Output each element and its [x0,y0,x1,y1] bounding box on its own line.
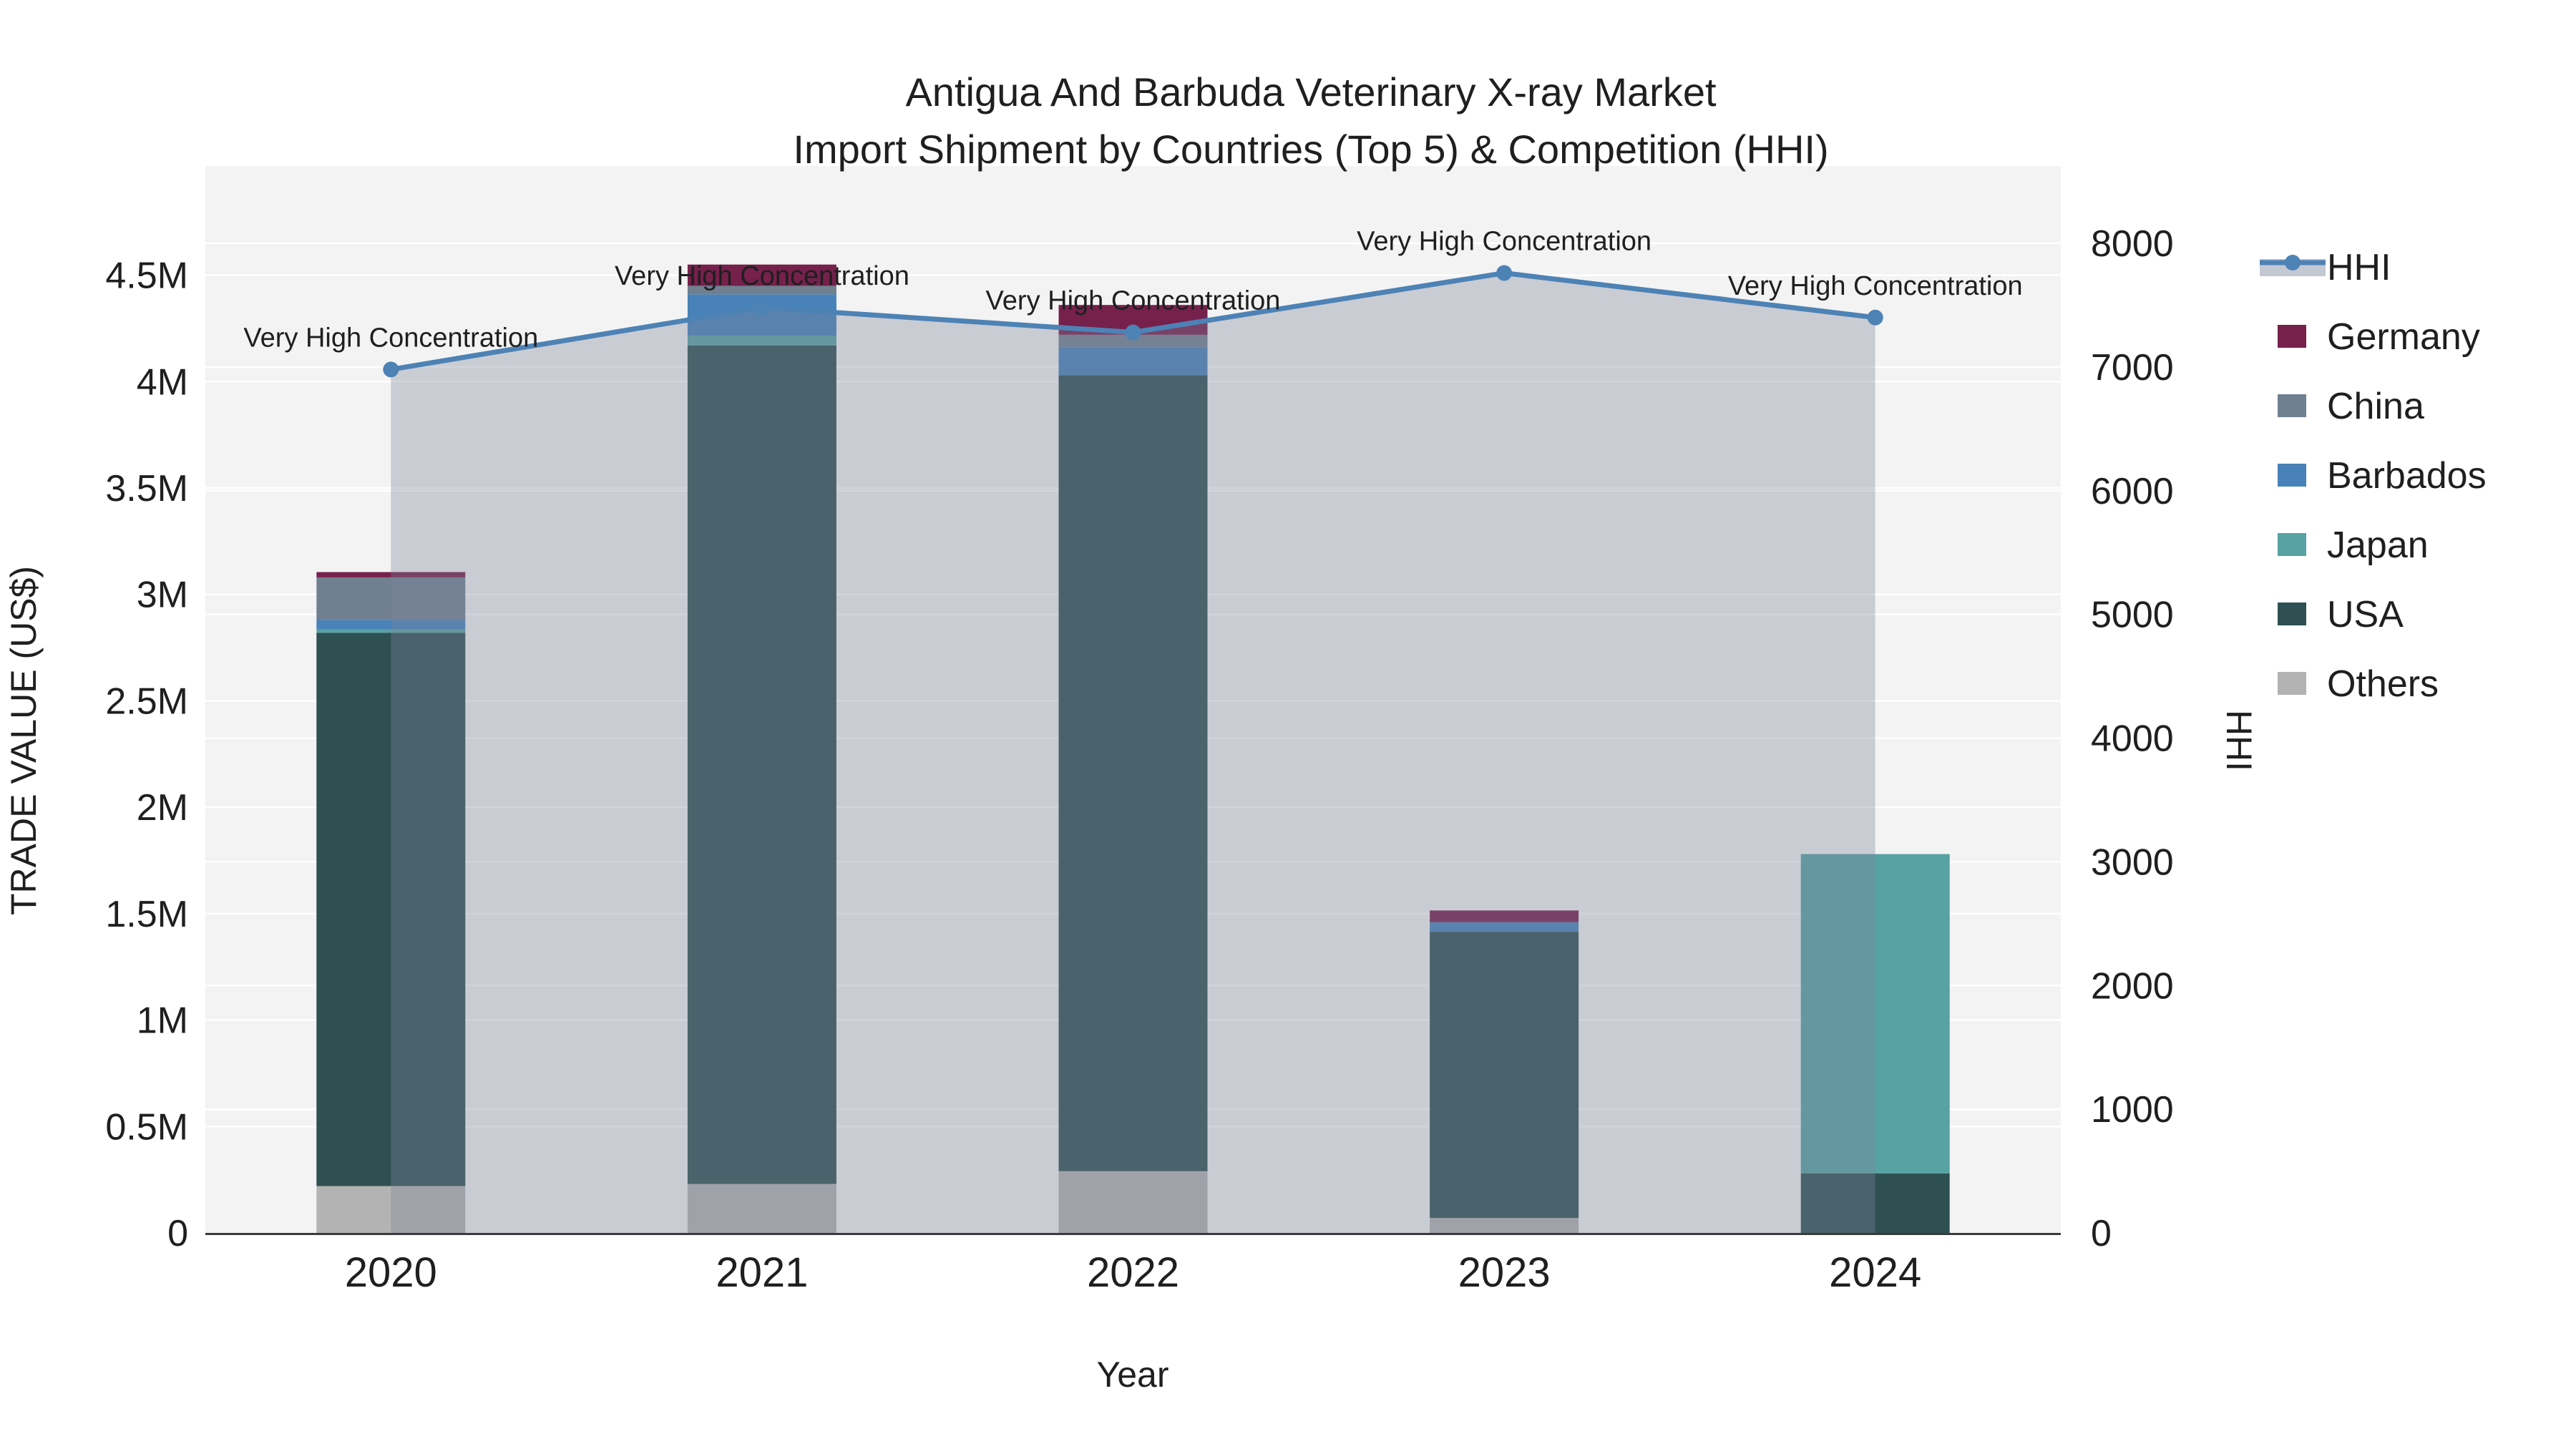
legend-item-others[interactable]: Others [2278,663,2439,705]
annotation-label-2020: Very High Concentration [243,323,538,353]
legend-item-barbados[interactable]: Barbados [2278,455,2487,497]
x-tick-label-2020: 2020 [345,1249,437,1296]
left-tick-label: 3.5M [105,468,188,509]
hhi-marker-2020[interactable] [383,361,399,378]
hhi-marker-2023[interactable] [1496,265,1513,281]
left-tick-label: 2.5M [105,680,188,722]
legend-swatch [2278,464,2306,487]
legend-item-usa[interactable]: USA [2278,594,2404,635]
right-tick-label: 2000 [2091,965,2174,1007]
x-tick-label-2022: 2022 [1087,1249,1179,1296]
bar-segment-japan-2024[interactable] [1800,854,1950,1174]
right-axis-title: HHI [2219,710,2259,771]
x-axis-title: Year [1096,1355,1169,1395]
legend-item-china[interactable]: China [2278,386,2424,427]
annotation-label-2023: Very High Concentration [1357,227,1652,257]
right-tick-label: 5000 [2091,595,2174,636]
legend-marker-icon [2285,255,2301,270]
bar-segment-others-2023[interactable] [1430,1218,1579,1233]
left-tick-label: 1M [137,1000,188,1042]
bar-segment-barbados-2023[interactable] [1430,922,1579,932]
legend-label: Germany [2327,316,2480,358]
bar-segment-germany-2023[interactable] [1430,910,1579,922]
bar-segment-china-2020[interactable] [316,577,466,620]
right-tick-label: 7000 [2091,347,2174,389]
legend-label: Others [2327,663,2439,705]
x-tick-label-2024: 2024 [1829,1249,1921,1296]
legend-label: Barbados [2327,455,2487,497]
hhi-marker-2021[interactable] [753,299,770,316]
legend-label: HHI [2327,247,2391,288]
bar-segment-others-2020[interactable] [316,1186,466,1233]
bar-segment-germany-2020[interactable] [316,572,466,577]
legend-label: USA [2327,594,2404,635]
right-tick-label: 3000 [2091,841,2174,883]
right-tick-label: 4000 [2091,718,2174,760]
bar-segment-germany-2021[interactable] [687,264,836,286]
right-tick-label: 0 [2091,1213,2112,1254]
annotation-label-2022: Very High Concentration [986,286,1281,316]
legend-item-germany[interactable]: Germany [2278,316,2480,358]
bar-segment-others-2021[interactable] [687,1184,836,1233]
bar-segment-japan-2021[interactable] [687,336,836,346]
bar-segment-barbados-2020[interactable] [316,620,466,630]
chart-title-line2: Import Shipment by Countries (Top 5) & C… [793,127,1828,172]
legend-item-japan[interactable]: Japan [2278,525,2429,566]
bar-segment-japan-2020[interactable] [316,629,466,633]
legend-swatch [2278,533,2306,556]
legend-swatch [2278,672,2306,695]
left-tick-label: 2M [137,787,188,829]
left-tick-label: 0.5M [105,1106,188,1148]
x-tick-label-2023: 2023 [1458,1249,1551,1296]
hhi-marker-2024[interactable] [1867,309,1883,326]
left-tick-label: 4M [137,361,188,403]
annotation-label-2024: Very High Concentration [1728,271,2023,301]
bar-segment-china-2021[interactable] [687,286,836,295]
annotation-label-2021: Very High Concentration [615,261,909,291]
bar-segment-usa-2020[interactable] [316,633,466,1186]
legend-swatch [2278,325,2306,348]
right-tick-label: 6000 [2091,471,2174,512]
left-tick-label: 0 [167,1213,188,1254]
left-tick-label: 4.5M [105,255,188,297]
hhi-area-fill [391,273,1875,1233]
left-tick-label: 1.5M [105,894,188,935]
x-tick-label-2021: 2021 [716,1249,808,1296]
legend-swatch [2278,602,2306,625]
legend-swatch [2278,394,2306,417]
bar-segment-usa-2022[interactable] [1058,375,1208,1171]
right-tick-label: 8000 [2091,223,2174,265]
left-axis-title: TRADE VALUE (US$) [4,566,44,915]
bar-segment-barbados-2022[interactable] [1058,347,1208,376]
legend-label: Japan [2327,525,2429,566]
right-tick-label: 1000 [2091,1089,2174,1131]
hhi-marker-2022[interactable] [1125,324,1141,341]
legend-label: China [2327,386,2424,427]
bar-segment-usa-2023[interactable] [1430,932,1579,1219]
bar-segment-others-2022[interactable] [1058,1171,1208,1233]
bar-segment-china-2022[interactable] [1058,334,1208,348]
bar-segment-usa-2021[interactable] [687,345,836,1184]
left-tick-label: 3M [137,575,188,616]
chart-title-line1: Antigua And Barbuda Veterinary X-ray Mar… [905,69,1717,114]
legend-item-hhi[interactable]: HHI [2260,247,2391,288]
bar-segment-usa-2024[interactable] [1800,1173,1950,1233]
